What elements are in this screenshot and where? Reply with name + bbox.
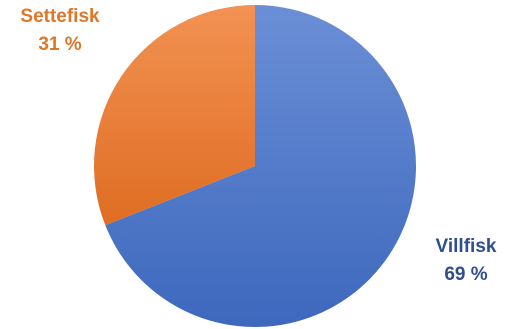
slice-label-villfisk: Villfisk [436, 236, 497, 257]
pie-slice-villfisk [105, 5, 417, 327]
slice-label-settefisk: Settefisk [20, 6, 100, 27]
slice-value-villfisk: 69 % [444, 264, 487, 285]
pie-slice-settefisk [94, 5, 256, 226]
pie-data-labels: Villfisk 69 % Settefisk 31 % [20, 6, 496, 285]
pie-slices [94, 5, 417, 327]
slice-value-settefisk: 31 % [38, 34, 81, 55]
